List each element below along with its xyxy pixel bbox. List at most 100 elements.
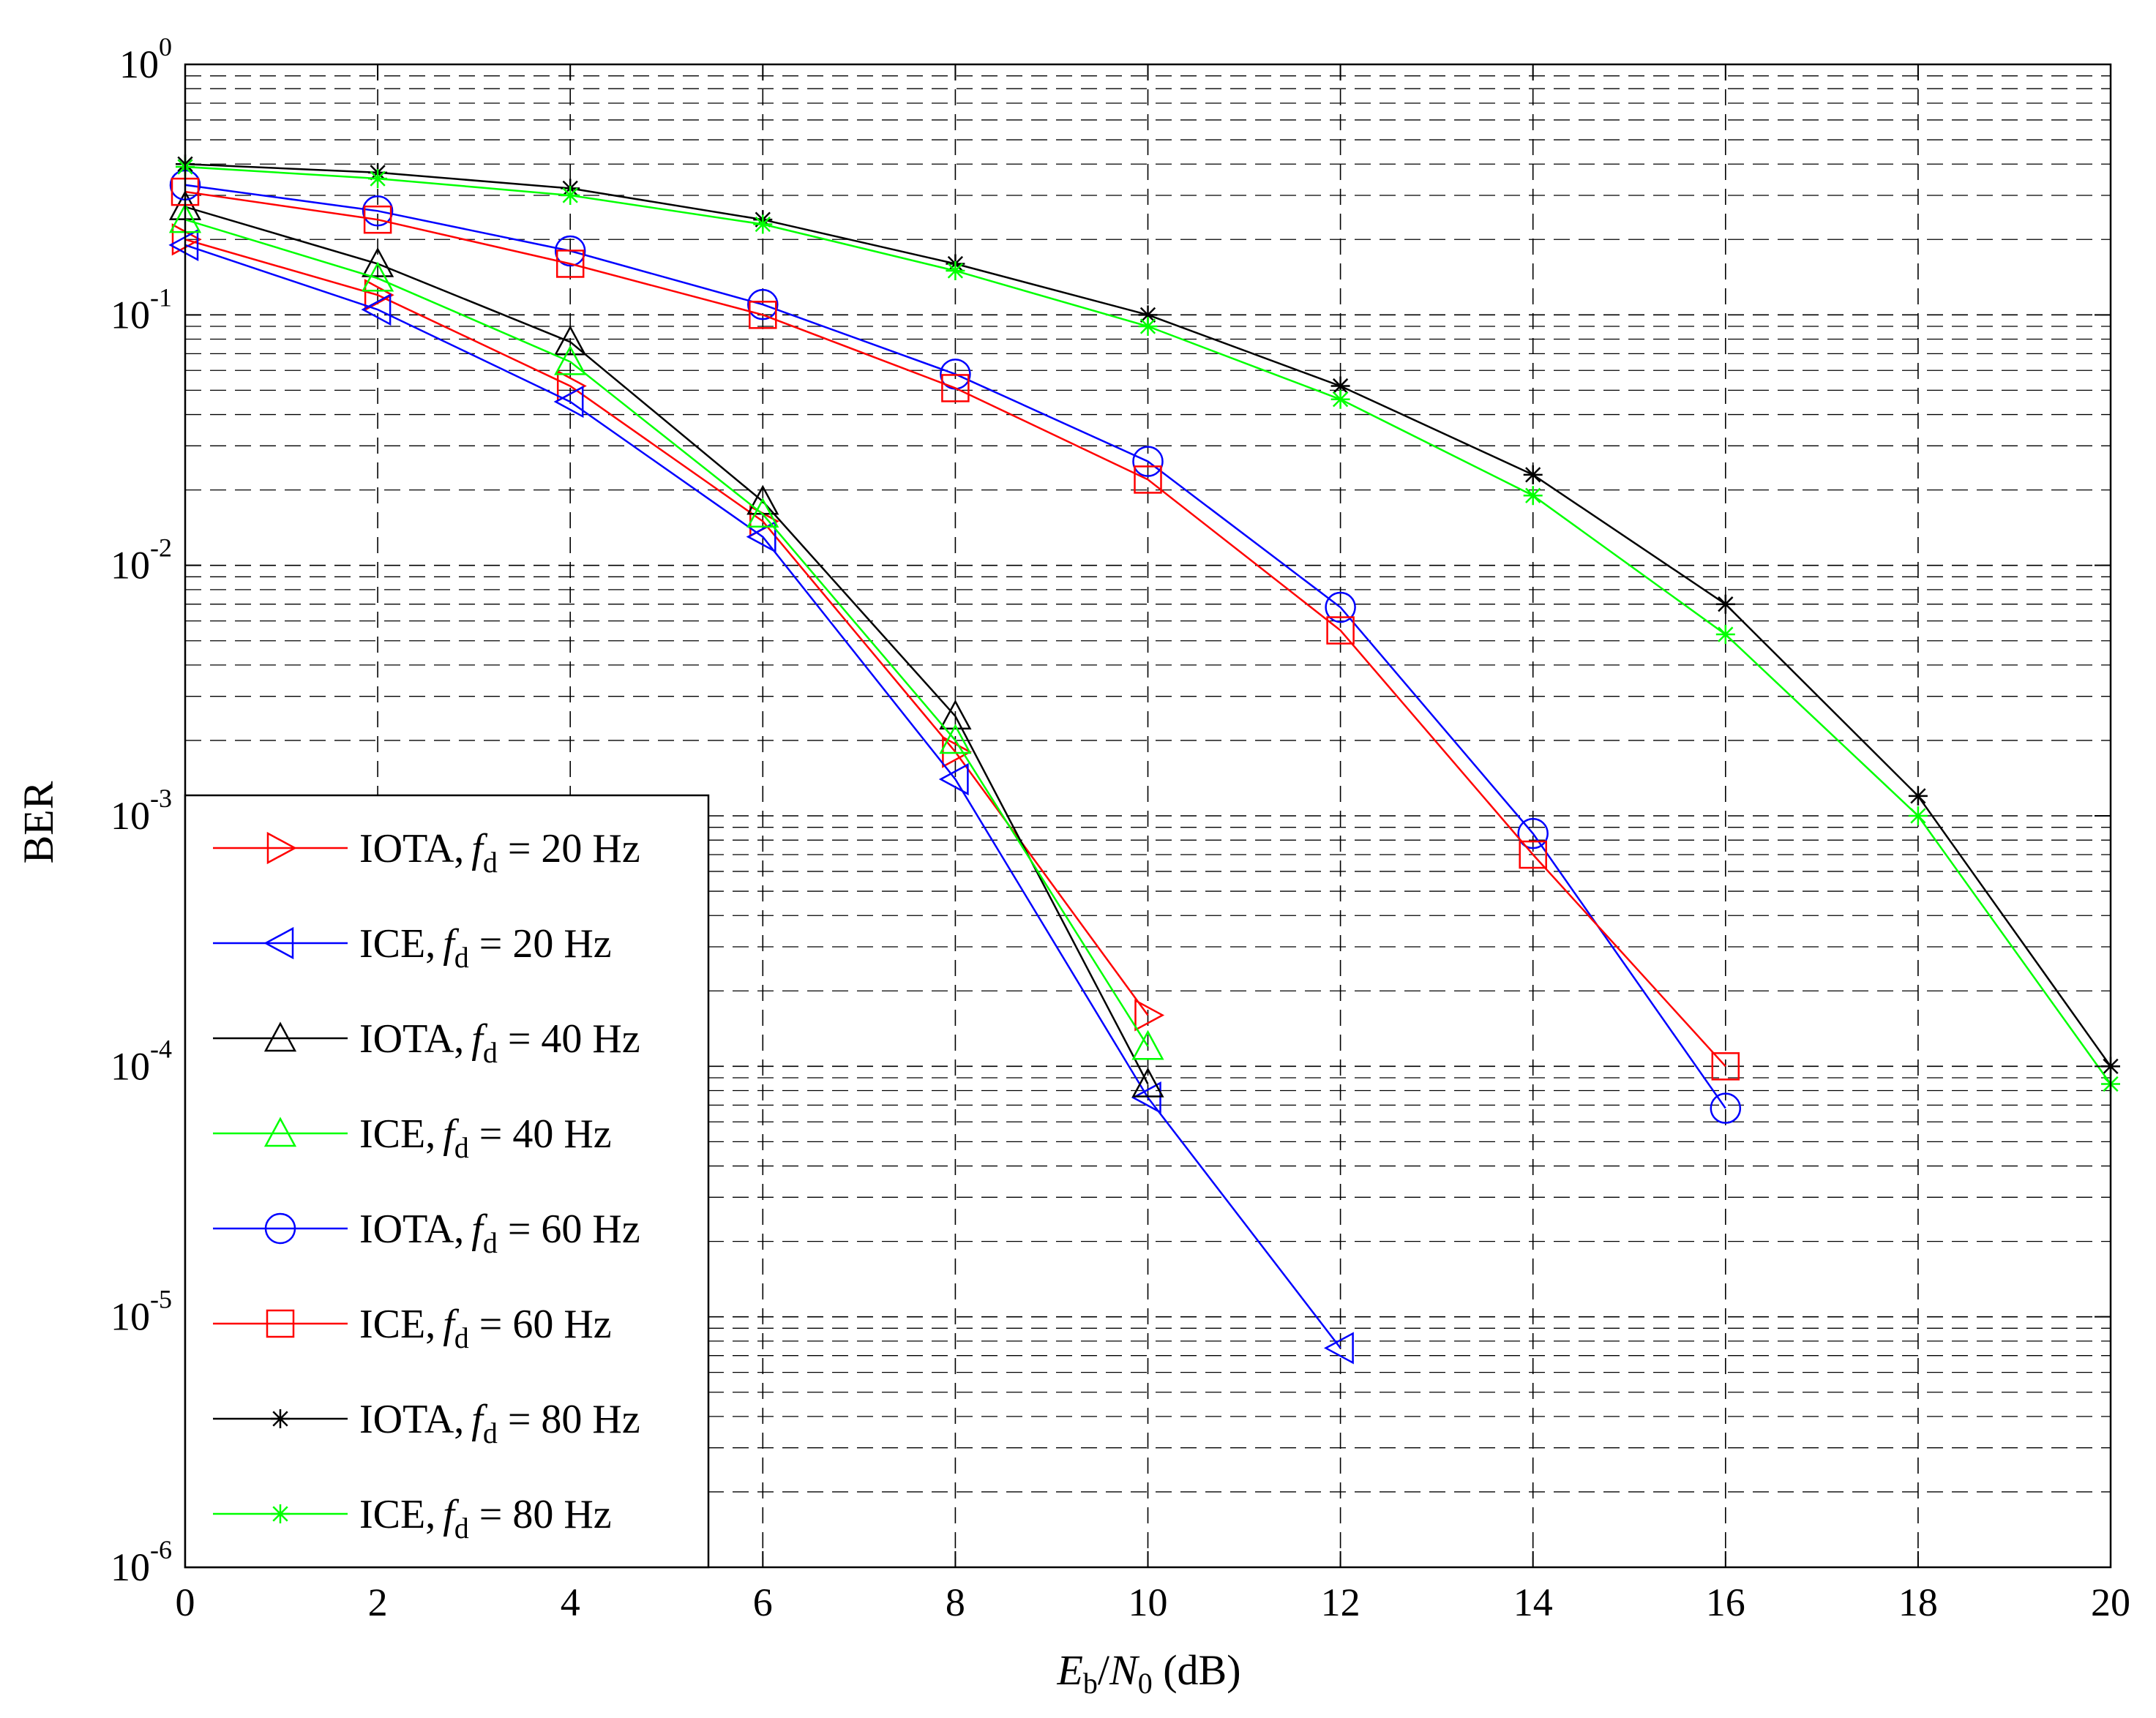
data-point (362, 261, 394, 292)
data-point (1131, 1029, 1164, 1060)
x-tick-label: 4 (561, 1580, 580, 1624)
data-point (1523, 486, 1543, 506)
x-axis-label-e: E (1056, 1646, 1082, 1694)
series (168, 228, 1354, 1365)
legend-entry: IOTA, fd = 60 Hz (213, 1207, 640, 1259)
y-tick-label: 10-1 (111, 282, 172, 337)
legend-label: ICE, fd = 40 Hz (359, 1111, 612, 1164)
x-axis-label-e-sub: b (1083, 1667, 1098, 1700)
data-point (361, 293, 392, 326)
legend-entry: ICE, fd = 20 Hz (213, 921, 612, 974)
data-point (1326, 616, 1355, 645)
data-point (263, 1021, 297, 1052)
data-point (264, 1212, 296, 1245)
data-point (362, 195, 394, 227)
data-point (1711, 1052, 1740, 1081)
data-point (263, 926, 294, 960)
data-point (1908, 786, 1928, 806)
x-tick-label: 8 (946, 1580, 965, 1624)
x-tick-label: 2 (368, 1580, 388, 1624)
y-tick-label: 10-2 (111, 533, 172, 588)
data-point (1908, 806, 1928, 825)
legend-label: IOTA, fd = 40 Hz (359, 1016, 640, 1069)
data-point (1138, 316, 1158, 336)
y-tick-label: 10-6 (111, 1535, 172, 1589)
y-tick-label: 100 (119, 32, 172, 86)
y-axis-ticks: 100 10-1 10-2 10-3 10-4 10-5 10-6 (111, 32, 2111, 1589)
x-axis-label: Eb/N0 (dB) (1056, 1646, 1240, 1700)
data-point (266, 1309, 295, 1338)
legend-label: ICE, fd = 20 Hz (359, 921, 612, 974)
series-line (184, 239, 1149, 1016)
data-point (942, 735, 973, 768)
data-point (1523, 465, 1543, 484)
data-point (1715, 594, 1735, 614)
data-point (1330, 389, 1350, 409)
x-axis-label-n-sub: 0 (1138, 1667, 1153, 1700)
legend-label: ICE, fd = 60 Hz (359, 1302, 612, 1354)
data-point (554, 235, 586, 267)
data-point (946, 261, 965, 281)
series (168, 203, 1164, 1060)
series-line (184, 219, 1149, 1047)
x-axis-label-n: N (1109, 1646, 1140, 1694)
legend-box (184, 794, 710, 1569)
data-point (749, 301, 777, 329)
x-tick-label: 12 (1321, 1580, 1360, 1624)
data-point (553, 385, 584, 419)
series-line (184, 206, 1149, 1085)
y-tick-label: 10-3 (111, 784, 172, 838)
data-point (263, 1117, 297, 1147)
data-point (364, 279, 394, 312)
x-tick-label: 18 (1898, 1580, 1938, 1624)
x-tick-label: 10 (1128, 1580, 1168, 1624)
legend: IOTA, fd = 20 Hz ICE, fd = 20 Hz IOTA, fd = 4… (184, 794, 710, 1569)
y-axis-label: BER (15, 781, 62, 863)
series (171, 177, 1740, 1081)
series-line (184, 244, 1341, 1349)
legend-label: ICE, fd = 80 Hz (359, 1492, 612, 1545)
legend-label: IOTA, fd = 60 Hz (359, 1207, 640, 1259)
data-point (168, 228, 199, 262)
x-tick-label: 6 (753, 1580, 773, 1624)
x-tick-label: 0 (176, 1580, 195, 1624)
data-point (271, 1504, 290, 1523)
legend-label: IOTA, fd = 80 Hz (359, 1397, 640, 1449)
x-tick-label: 14 (1513, 1580, 1553, 1624)
series-layer (168, 154, 2120, 1365)
legend-label: IOTA, fd = 20 Hz (359, 826, 640, 879)
x-axis-label-slash: / (1098, 1646, 1110, 1694)
y-tick-label: 10-4 (111, 1034, 172, 1088)
data-point (1134, 999, 1165, 1032)
data-point (1710, 1092, 1742, 1124)
data-point (1325, 591, 1356, 623)
data-point (941, 374, 970, 402)
x-axis-label-unit: (dB) (1153, 1646, 1241, 1694)
data-point (271, 1409, 290, 1428)
data-point (368, 169, 388, 189)
data-point (554, 345, 587, 375)
data-point (746, 520, 776, 553)
data-point (1131, 1081, 1161, 1114)
data-point (939, 724, 972, 754)
data-point (1138, 305, 1158, 325)
data-point (1330, 376, 1350, 396)
data-point (939, 699, 972, 730)
data-point (938, 762, 969, 796)
y-tick-label: 10-5 (111, 1285, 172, 1339)
legend-entry: ICE, fd = 60 Hz (213, 1302, 612, 1354)
series (176, 157, 2120, 1094)
data-point (1715, 625, 1735, 645)
data-point (1132, 446, 1164, 477)
data-point (555, 250, 585, 278)
data-point (561, 185, 580, 205)
data-point (1323, 1332, 1354, 1365)
legend-entry: ICE, fd = 80 Hz (213, 1492, 612, 1545)
x-tick-label: 20 (2091, 1580, 2130, 1624)
data-point (1131, 1067, 1164, 1098)
legend-entry: IOTA, fd = 80 Hz (213, 1397, 640, 1449)
data-point (746, 498, 779, 528)
data-point (747, 288, 779, 320)
data-point (1519, 840, 1547, 869)
